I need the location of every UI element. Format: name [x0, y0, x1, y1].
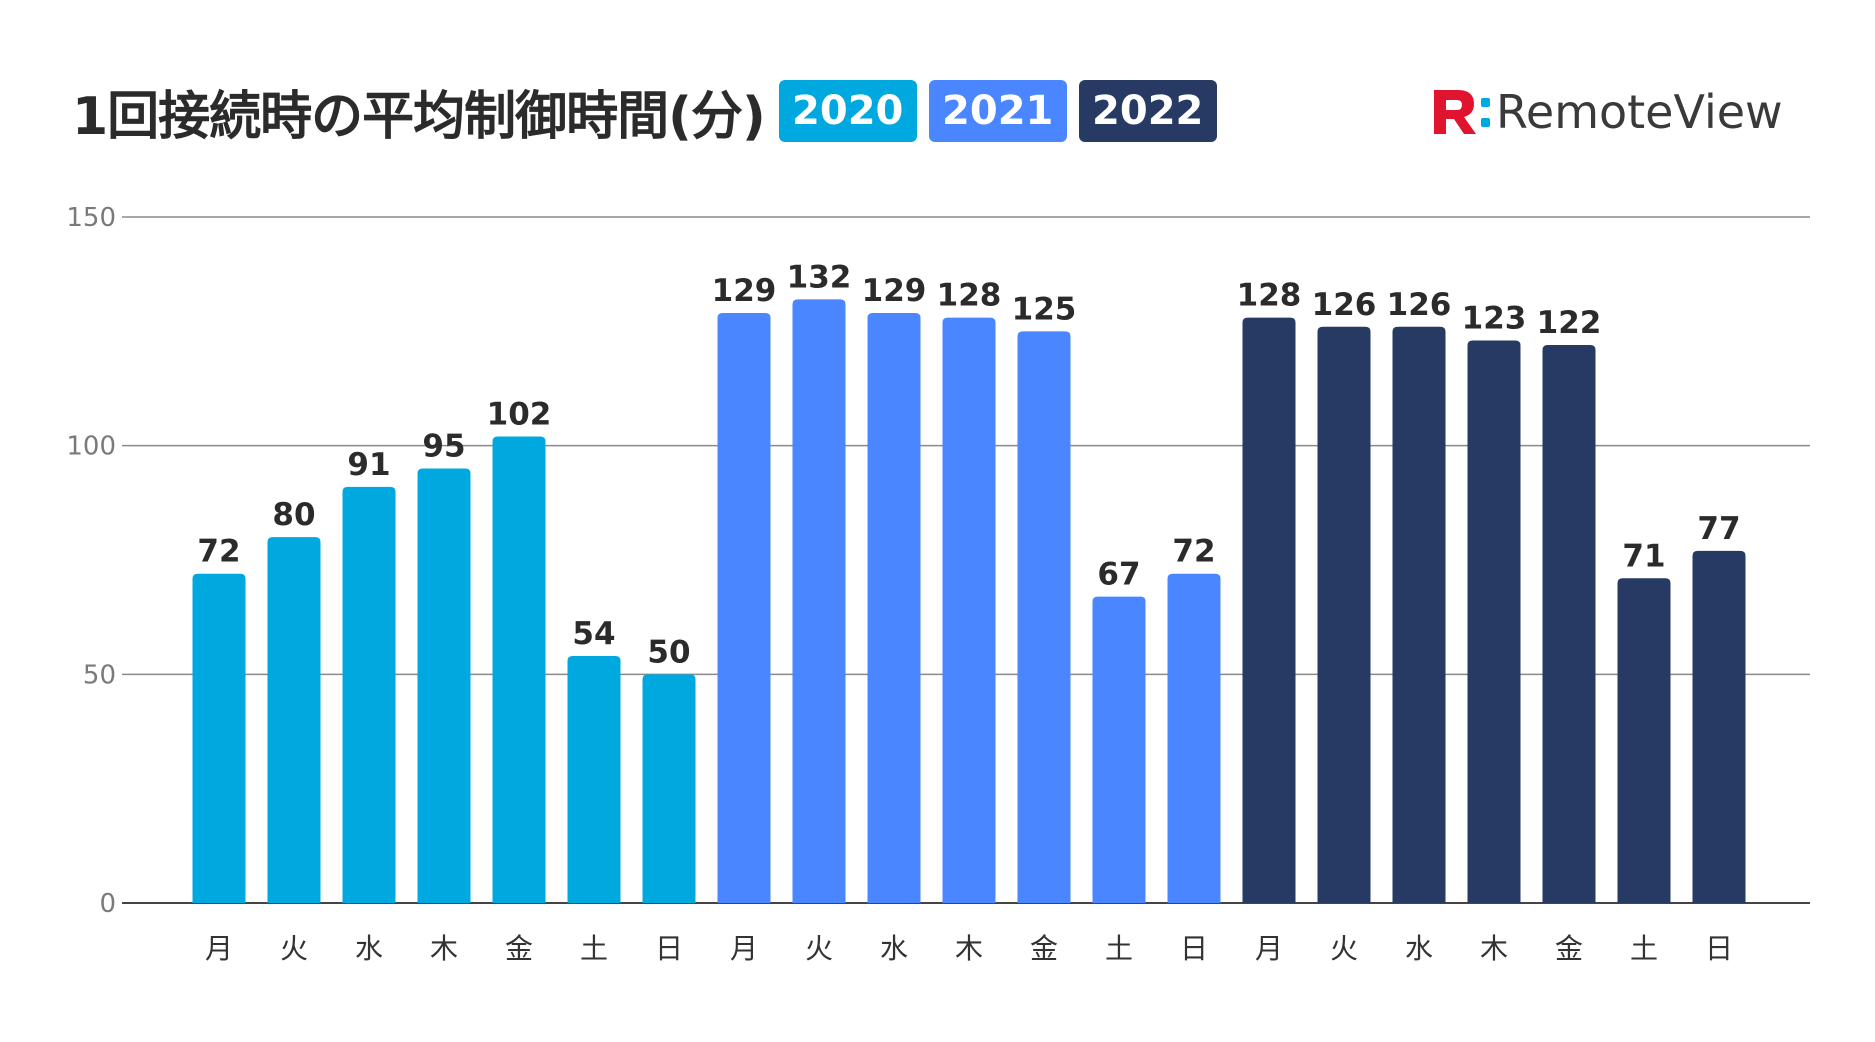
legend-item-2021: 2021	[928, 80, 1067, 142]
bar-2021-3	[942, 317, 996, 903]
x-category-label-2020-5: 土	[580, 932, 608, 965]
legend-item-2020: 2020	[778, 80, 917, 142]
y-axis-ticks: 0 50 100 150	[66, 203, 116, 919]
legend: 2020 2021 2022	[778, 80, 1217, 142]
x-category-label-2021-3: 木	[955, 932, 983, 965]
data-label-2021-2: 129	[862, 273, 927, 309]
data-label-2021-1: 132	[787, 259, 852, 295]
x-category-label-2022-6: 日	[1705, 932, 1733, 965]
x-category-label-2022-1: 火	[1330, 932, 1358, 965]
bar-2022-2	[1392, 326, 1446, 903]
bar-2021-5	[1092, 596, 1146, 903]
bar-2020-6	[642, 674, 696, 903]
data-label-2020-5: 54	[572, 616, 615, 652]
y-tick-label-100: 100	[66, 432, 116, 462]
data-label-2022-6: 77	[1697, 511, 1740, 547]
data-label-2020-1: 80	[272, 497, 315, 533]
data-label-2020-4: 102	[487, 397, 552, 433]
x-category-label-2022-2: 水	[1405, 932, 1433, 965]
data-label-2022-4: 122	[1537, 305, 1602, 341]
bar-2021-0	[717, 313, 771, 903]
data-label-2020-6: 50	[647, 634, 690, 670]
x-category-label-2020-0: 月	[205, 932, 233, 965]
bar-2020-0	[192, 573, 246, 903]
x-category-label-2021-0: 月	[730, 932, 758, 965]
data-label-2021-3: 128	[937, 278, 1002, 314]
x-category-label-2021-4: 金	[1030, 932, 1058, 965]
remoteview-logo: RemoteView	[1430, 82, 1783, 142]
logo-text: RemoteView	[1496, 85, 1783, 139]
x-category-label-2020-3: 木	[430, 932, 458, 965]
x-category-label-2020-1: 火	[280, 932, 308, 965]
bar-2020-2	[342, 486, 396, 903]
bar-2022-0	[1242, 317, 1296, 903]
y-tick-label-150: 150	[66, 203, 116, 233]
data-label-2021-4: 125	[1012, 291, 1077, 327]
bar-2021-2	[867, 313, 921, 903]
x-category-label-2020-2: 水	[355, 932, 383, 965]
data-label-2022-0: 128	[1237, 278, 1302, 314]
bar-2021-6	[1167, 573, 1221, 903]
x-category-label-2020-4: 金	[505, 932, 533, 965]
bar-2020-4	[492, 436, 546, 903]
y-tick-label-50: 50	[83, 660, 116, 690]
x-category-label-2022-4: 金	[1555, 932, 1583, 965]
data-label-2022-2: 126	[1387, 287, 1452, 323]
data-label-2020-0: 72	[197, 534, 240, 570]
x-category-label-2021-5: 土	[1105, 932, 1133, 965]
bar-2022-1	[1317, 326, 1371, 903]
x-category-label-2022-0: 月	[1255, 932, 1283, 965]
x-category-label-2021-1: 火	[805, 932, 833, 965]
bar-2021-1	[792, 299, 846, 903]
legend-item-2022: 2022	[1078, 80, 1217, 142]
x-category-label-2020-6: 日	[655, 932, 683, 965]
bar-2021-4	[1017, 331, 1071, 903]
chart-title: 1回接続時の平均制御時間(分)	[72, 86, 766, 147]
data-labels: 72 80 91 95 102 54 50 129 132 129 128 125 67 72 128 126…	[197, 259, 1740, 670]
bar-2020-1	[267, 537, 321, 903]
bar-2022-3	[1467, 340, 1521, 904]
data-label-2021-0: 129	[712, 273, 777, 309]
data-label-2021-5: 67	[1097, 557, 1140, 593]
x-category-label-2022-3: 木	[1480, 932, 1508, 965]
bar-2022-4	[1542, 345, 1596, 903]
data-label-2022-5: 71	[1622, 538, 1665, 574]
x-category-label-2022-5: 土	[1630, 932, 1658, 965]
remoteview-r-mark-icon	[1434, 90, 1490, 134]
data-label-2022-3: 123	[1462, 300, 1527, 336]
x-category-label-2021-6: 日	[1180, 932, 1208, 965]
bars	[192, 299, 1746, 904]
bar-2022-6	[1692, 550, 1746, 903]
bar-2020-5	[567, 656, 621, 903]
x-axis-categories: 月火水木金土日月火水木金土日月火水木金土日	[205, 932, 1733, 965]
data-label-2020-2: 91	[347, 447, 390, 483]
bar-2020-3	[417, 468, 471, 903]
chart-header: 1回接続時の平均制御時間(分) 2020 2021 2022	[72, 76, 1217, 147]
y-tick-label-0: 0	[99, 889, 116, 919]
data-label-2021-6: 72	[1172, 534, 1215, 570]
bar-2022-5	[1617, 578, 1671, 903]
data-label-2020-3: 95	[422, 429, 465, 465]
x-category-label-2021-2: 水	[880, 932, 908, 965]
data-label-2022-1: 126	[1312, 287, 1377, 323]
